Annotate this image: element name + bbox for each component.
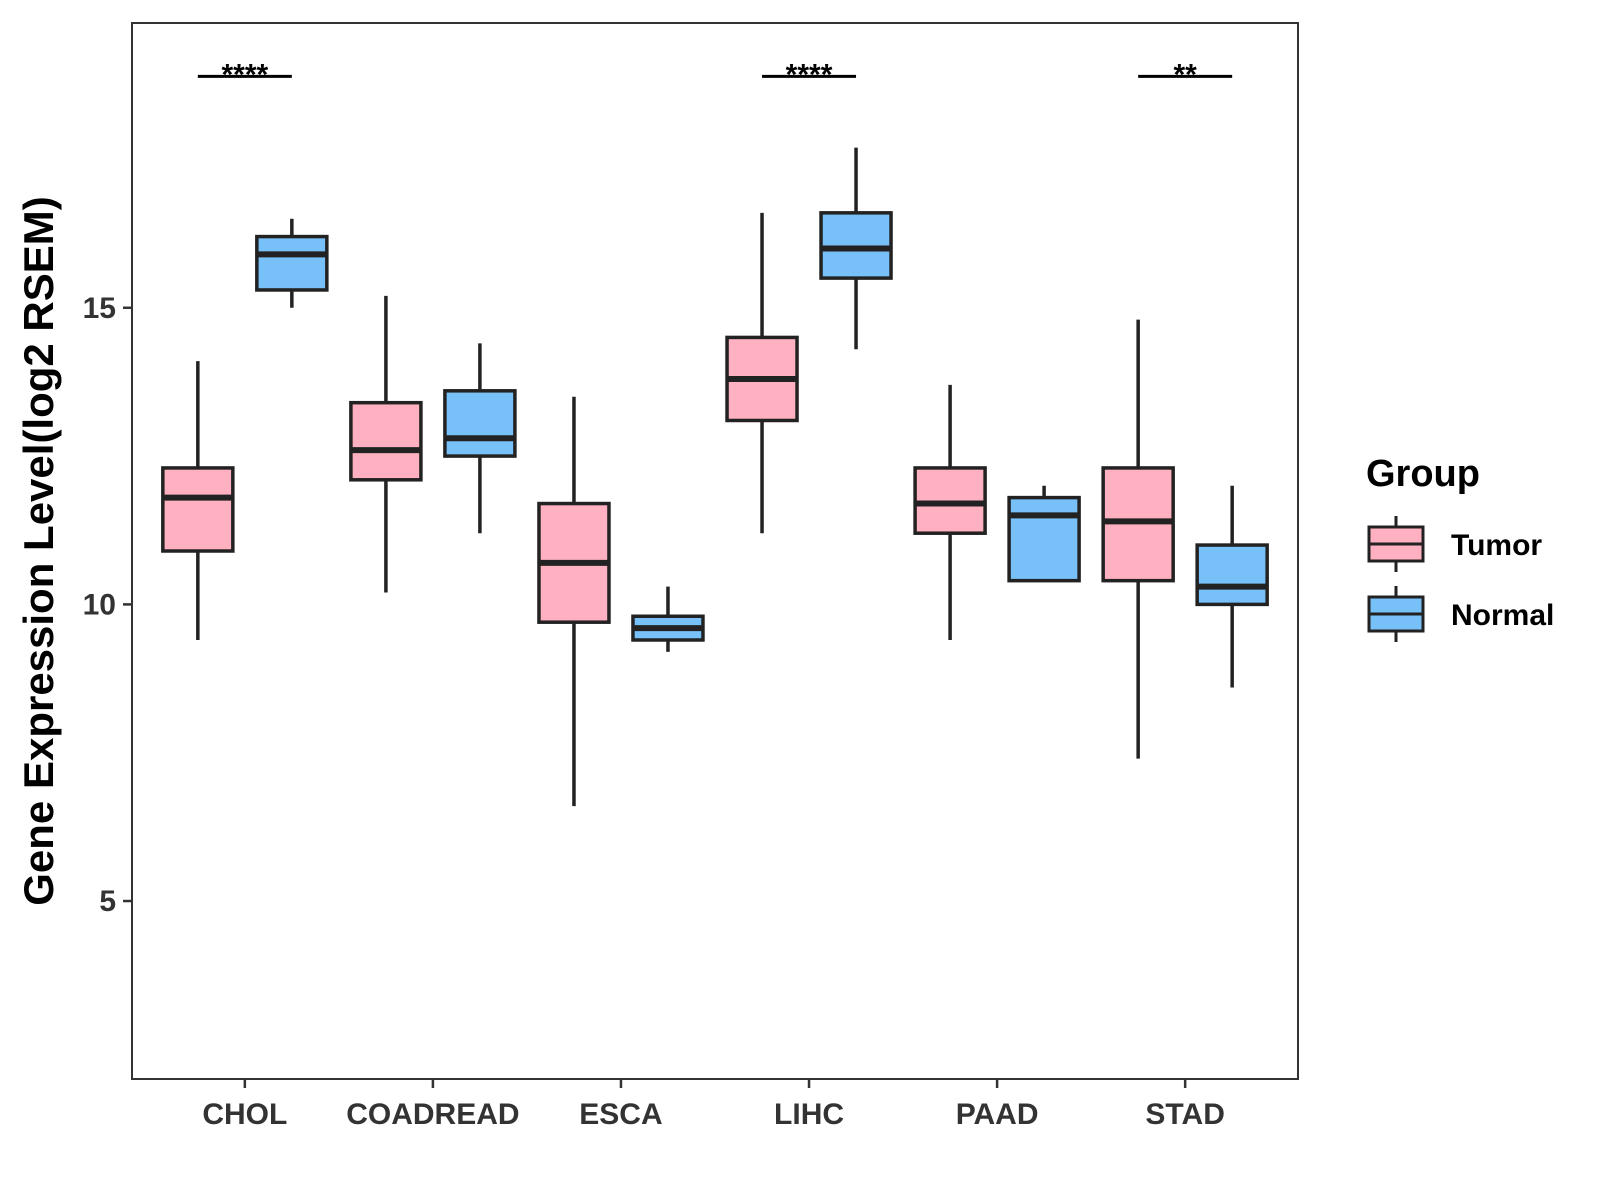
y-tick-label: 5 (99, 885, 116, 918)
y-tick-label: 10 (83, 588, 116, 621)
iqr-box (255, 234, 329, 292)
box-tumor-esca (537, 396, 611, 807)
legend-item-normal: Normal (1367, 586, 1554, 642)
x-tick-label: CHOL (202, 1098, 287, 1131)
box-tumor-chol (161, 361, 235, 640)
y-axis-title: Gene Expression Level(log2 RSEM) (15, 196, 62, 906)
legend-title: Group (1366, 453, 1480, 495)
significance-chol: **** (197, 58, 292, 91)
box-tumor-coadread (349, 295, 423, 593)
significance-stad: ** (1138, 58, 1233, 91)
box-tumor-paad (913, 384, 987, 640)
significance-label: **** (221, 58, 268, 91)
box-normal-chol (255, 218, 329, 308)
axes-layer: 5 10 15 CHOL COADREAD ESCA LIHC PAAD STAD (83, 292, 1225, 1131)
box-tumor-stad (1101, 319, 1175, 759)
box-normal-coadread (443, 343, 517, 534)
x-tick-label: ESCA (579, 1098, 662, 1131)
legend: Group Tumor Normal (1366, 453, 1554, 642)
x-tick-label: LIHC (774, 1098, 844, 1131)
iqr-box (1007, 495, 1081, 583)
box-normal-stad (1195, 485, 1269, 688)
iqr-box (1195, 543, 1269, 607)
x-tick-label: STAD (1145, 1098, 1224, 1131)
legend-item-tumor: Tumor (1367, 516, 1542, 572)
x-tick-label: COADREAD (346, 1098, 519, 1131)
significance-layer: **** **** ** (197, 58, 1233, 91)
significance-label: **** (786, 58, 833, 91)
significance-lihc: **** (762, 58, 857, 91)
box-normal-paad (1007, 485, 1081, 583)
iqr-box (349, 400, 423, 482)
iqr-box (161, 466, 235, 553)
y-tick-label: 15 (83, 292, 116, 325)
legend-label-normal: Normal (1451, 599, 1554, 632)
significance-label: ** (1173, 58, 1197, 91)
boxes-layer (161, 147, 1269, 807)
x-tick-label: PAAD (956, 1098, 1039, 1131)
legend-label-tumor: Tumor (1451, 529, 1542, 562)
legend-items: Tumor Normal (1367, 516, 1554, 642)
legend-key-tumor (1367, 516, 1425, 572)
legend-key-normal (1367, 586, 1425, 642)
box-normal-lihc (819, 147, 893, 350)
iqr-box (443, 389, 517, 458)
box-normal-esca (631, 586, 705, 652)
box-tumor-lihc (725, 212, 799, 534)
